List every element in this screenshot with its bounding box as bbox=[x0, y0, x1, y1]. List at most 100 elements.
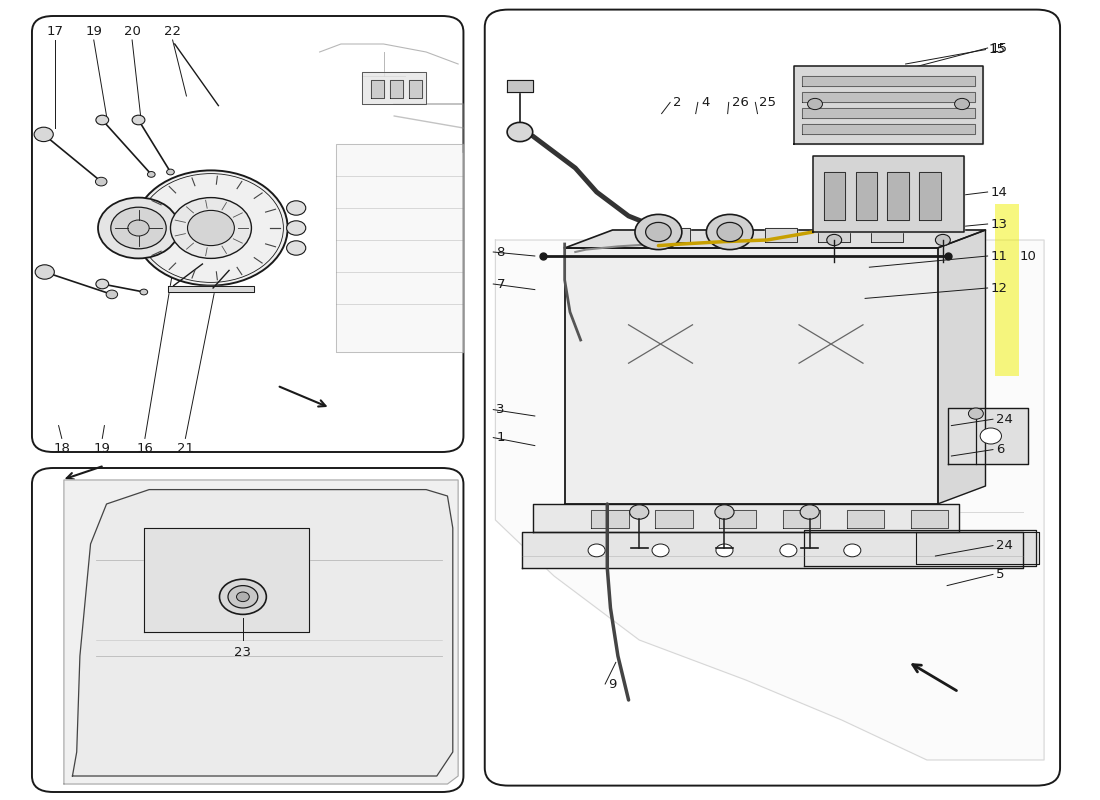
Text: 19: 19 bbox=[94, 442, 111, 454]
Circle shape bbox=[140, 289, 147, 295]
Circle shape bbox=[96, 279, 109, 289]
Text: 11: 11 bbox=[991, 250, 1008, 262]
Circle shape bbox=[35, 265, 54, 279]
Polygon shape bbox=[937, 230, 986, 504]
Polygon shape bbox=[592, 510, 628, 528]
Circle shape bbox=[96, 178, 107, 186]
Polygon shape bbox=[871, 228, 903, 242]
Polygon shape bbox=[73, 490, 453, 776]
Polygon shape bbox=[336, 144, 463, 352]
Circle shape bbox=[652, 544, 669, 557]
Circle shape bbox=[646, 222, 671, 242]
FancyBboxPatch shape bbox=[485, 10, 1060, 786]
Circle shape bbox=[827, 234, 842, 246]
Text: 14: 14 bbox=[991, 186, 1008, 198]
Polygon shape bbox=[802, 124, 975, 134]
Polygon shape bbox=[656, 510, 693, 528]
Circle shape bbox=[717, 222, 743, 242]
Text: 24: 24 bbox=[997, 413, 1013, 426]
FancyBboxPatch shape bbox=[32, 468, 463, 792]
Polygon shape bbox=[888, 172, 909, 220]
Text: 3: 3 bbox=[496, 403, 505, 416]
Circle shape bbox=[111, 207, 166, 249]
Circle shape bbox=[220, 579, 266, 614]
Polygon shape bbox=[856, 172, 877, 220]
Circle shape bbox=[800, 505, 820, 519]
Text: 2: 2 bbox=[673, 96, 682, 109]
Polygon shape bbox=[507, 80, 532, 92]
Polygon shape bbox=[948, 408, 1028, 464]
Text: 24: 24 bbox=[997, 539, 1013, 552]
Circle shape bbox=[128, 220, 150, 236]
Text: 1: 1 bbox=[496, 431, 505, 444]
Circle shape bbox=[147, 171, 155, 178]
Polygon shape bbox=[783, 510, 821, 528]
Text: eEODS: eEODS bbox=[685, 151, 1062, 249]
Circle shape bbox=[780, 544, 796, 557]
Polygon shape bbox=[916, 532, 1038, 564]
Text: 10: 10 bbox=[1020, 250, 1036, 262]
Polygon shape bbox=[802, 92, 975, 102]
Circle shape bbox=[132, 115, 145, 125]
Polygon shape bbox=[804, 530, 1035, 566]
Circle shape bbox=[106, 290, 118, 298]
Circle shape bbox=[588, 544, 605, 557]
Polygon shape bbox=[409, 80, 422, 98]
Polygon shape bbox=[802, 108, 975, 118]
Circle shape bbox=[96, 115, 109, 125]
Circle shape bbox=[844, 544, 861, 557]
Polygon shape bbox=[813, 156, 965, 232]
Circle shape bbox=[968, 408, 983, 419]
Text: 7: 7 bbox=[496, 278, 505, 290]
Polygon shape bbox=[911, 510, 948, 528]
Polygon shape bbox=[564, 248, 937, 504]
Text: 12: 12 bbox=[991, 282, 1008, 294]
Circle shape bbox=[236, 592, 250, 602]
Polygon shape bbox=[764, 228, 796, 242]
Text: 6: 6 bbox=[997, 443, 1004, 456]
Polygon shape bbox=[802, 76, 975, 86]
Polygon shape bbox=[712, 228, 744, 242]
Polygon shape bbox=[532, 504, 959, 532]
Polygon shape bbox=[522, 532, 1023, 568]
Polygon shape bbox=[362, 72, 426, 104]
Polygon shape bbox=[794, 66, 983, 144]
Text: 23: 23 bbox=[234, 646, 252, 659]
Polygon shape bbox=[847, 510, 884, 528]
Circle shape bbox=[715, 505, 734, 519]
Polygon shape bbox=[64, 480, 458, 784]
Bar bbox=[996, 204, 1019, 376]
Text: 15: 15 bbox=[989, 43, 1005, 56]
Polygon shape bbox=[824, 172, 845, 220]
Text: 19: 19 bbox=[86, 25, 102, 38]
Circle shape bbox=[507, 122, 532, 142]
Polygon shape bbox=[168, 286, 254, 292]
Circle shape bbox=[34, 127, 53, 142]
Text: 21: 21 bbox=[177, 442, 194, 454]
Circle shape bbox=[134, 170, 288, 286]
Circle shape bbox=[716, 544, 733, 557]
Text: 20: 20 bbox=[123, 25, 141, 38]
Polygon shape bbox=[389, 80, 403, 98]
Polygon shape bbox=[719, 510, 757, 528]
Circle shape bbox=[635, 214, 682, 250]
Text: 22: 22 bbox=[164, 25, 182, 38]
Circle shape bbox=[187, 210, 234, 246]
Text: 18: 18 bbox=[54, 442, 70, 454]
Circle shape bbox=[228, 586, 257, 608]
Polygon shape bbox=[920, 172, 940, 220]
Circle shape bbox=[807, 98, 823, 110]
Circle shape bbox=[955, 98, 969, 110]
Circle shape bbox=[287, 201, 306, 215]
Text: 8: 8 bbox=[496, 246, 505, 258]
Circle shape bbox=[935, 234, 950, 246]
Circle shape bbox=[166, 169, 174, 175]
Text: a passion for parts: a passion for parts bbox=[510, 519, 768, 633]
Polygon shape bbox=[144, 528, 309, 632]
Text: 17: 17 bbox=[47, 25, 64, 38]
Polygon shape bbox=[659, 228, 691, 242]
FancyBboxPatch shape bbox=[32, 16, 463, 452]
Circle shape bbox=[170, 198, 252, 258]
Text: 9: 9 bbox=[608, 678, 617, 690]
Circle shape bbox=[287, 221, 306, 235]
